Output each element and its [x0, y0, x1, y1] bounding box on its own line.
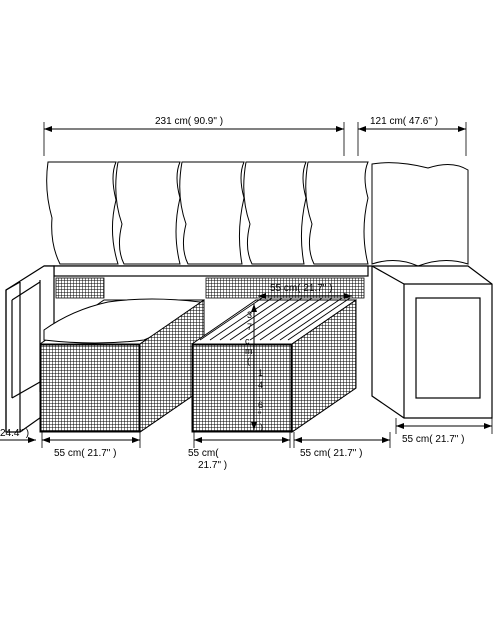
dim-module-4-label: 55 cm( 21.7" ) [402, 434, 464, 445]
dim-seat-height-in-c: . [258, 390, 261, 400]
dim-arm-depth: 24.4" ) [0, 428, 36, 443]
dim-seat-height-in-f: ) [260, 422, 263, 432]
dim-module-3: 55 cm( 21.7" ) [294, 432, 390, 459]
table-weave-front [193, 345, 291, 431]
dim-seat-height-in-b: 4 [258, 380, 263, 390]
dim-seat-height-cm-e: ( [247, 356, 250, 366]
dim-overall-width-label: 231 cm( 90.9" ) [155, 116, 223, 127]
dim-module-2-label-b: 21.7" ) [198, 460, 227, 471]
dim-seat-height-cm-c: c [245, 336, 250, 346]
dim-depth: 121 cm( 47.6" ) [358, 116, 466, 156]
dim-seat-height-in-d: 6 [258, 400, 263, 410]
dim-depth-label: 121 cm( 47.6" ) [370, 116, 438, 127]
furniture-dimension-diagram: 231 cm( 90.9" ) 121 cm( 47.6" ) [0, 0, 500, 641]
dim-seat-height-cm-b: 7 [247, 322, 252, 332]
dim-module-2-label-a: 55 cm( [188, 448, 219, 459]
dim-module-1-label: 55 cm( 21.7" ) [54, 448, 116, 459]
ottoman-weave-front [41, 345, 139, 431]
dim-arm-depth-label: 24.4" ) [0, 428, 29, 439]
dim-module-3-label: 55 cm( 21.7" ) [300, 448, 362, 459]
seat-weave-strip-left [56, 278, 104, 298]
dim-seat-height-in-e: " [258, 410, 261, 420]
dim-table-top-label: 55 cm( 21.7" ) [270, 283, 332, 294]
dim-overall-width: 231 cm( 90.9" ) [44, 116, 344, 156]
dim-module-1: 55 cm( 21.7" ) [42, 432, 140, 459]
dim-seat-height-in-a: 1 [258, 368, 263, 378]
dim-module-4: 55 cm( 21.7" ) [396, 418, 492, 445]
dim-module-2: 55 cm( 21.7" ) [188, 432, 290, 471]
dim-seat-height-cm-a: 3 [247, 310, 252, 320]
back-cushions [47, 162, 468, 266]
dim-seat-height-cm-d: m [245, 346, 253, 356]
